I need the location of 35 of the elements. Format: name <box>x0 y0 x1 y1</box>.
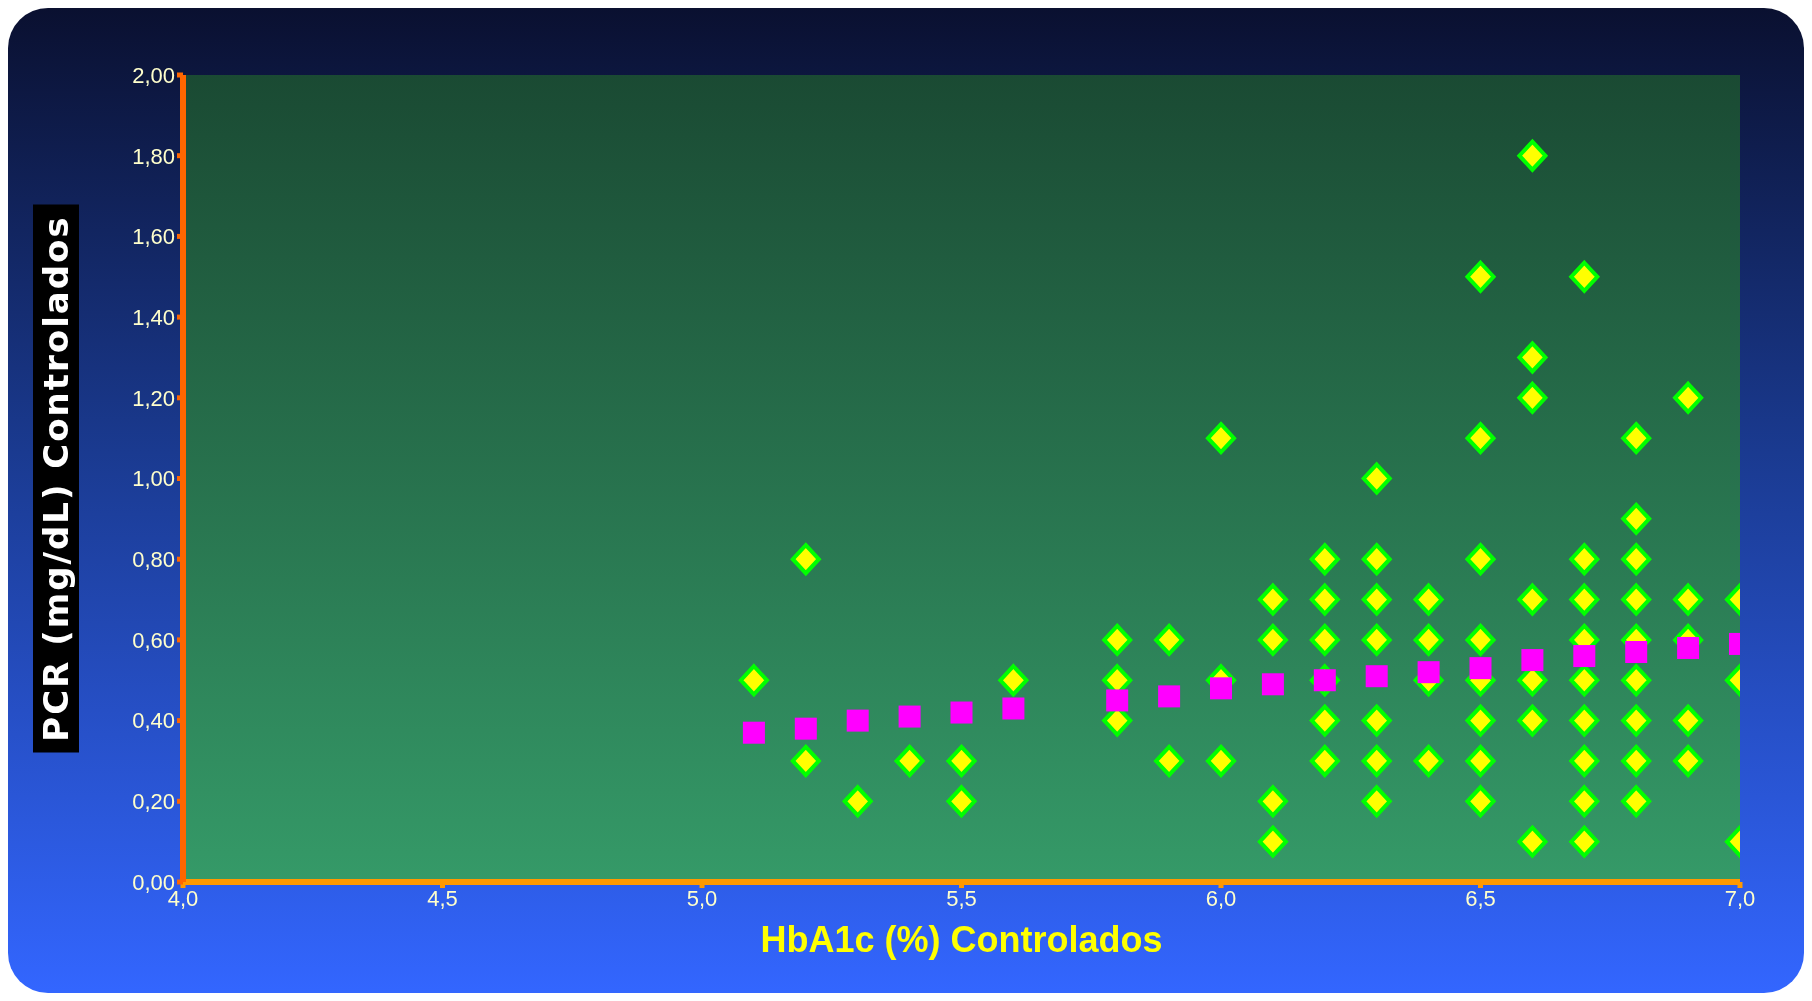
point <box>1625 641 1648 664</box>
point <box>1365 665 1388 688</box>
point <box>1002 697 1025 720</box>
x-tick-label: 4,5 <box>427 885 458 911</box>
y-tick-label: 0,40 <box>132 708 175 734</box>
point <box>898 705 921 728</box>
point <box>1210 677 1232 700</box>
point <box>1677 636 1700 659</box>
point <box>1573 645 1596 668</box>
point <box>1521 649 1544 672</box>
point <box>1158 685 1181 708</box>
x-tick-label: 7,0 <box>1724 885 1756 911</box>
y-tick-label: 1,60 <box>132 224 175 250</box>
y-axis-title: PCR (mg/dL) Controlados <box>36 215 76 742</box>
x-tick-label: 5,0 <box>686 885 718 911</box>
point <box>1261 673 1284 696</box>
x-axis-title: HbA1c (%) Controlados <box>760 919 1163 960</box>
point <box>1106 689 1129 712</box>
y-tick-label: 1,20 <box>132 385 175 411</box>
y-tick-label: 0,20 <box>132 789 175 815</box>
x-tick-label: 5,5 <box>946 885 977 911</box>
point <box>846 709 869 732</box>
point <box>1417 661 1440 684</box>
point <box>794 717 817 740</box>
x-tick-label: 6,5 <box>1465 885 1496 911</box>
y-tick-label: 0,80 <box>132 547 175 573</box>
point <box>1469 657 1492 680</box>
y-tick-label: 0,60 <box>132 627 175 653</box>
point <box>742 721 765 744</box>
point <box>950 701 973 724</box>
y-tick-label: 1,00 <box>132 466 175 492</box>
y-tick-label: 1,40 <box>132 304 175 330</box>
y-tick-label: 2,00 <box>132 62 175 88</box>
x-tick-label: 6,0 <box>1205 885 1237 911</box>
y-tick-label: 1,80 <box>132 143 175 169</box>
